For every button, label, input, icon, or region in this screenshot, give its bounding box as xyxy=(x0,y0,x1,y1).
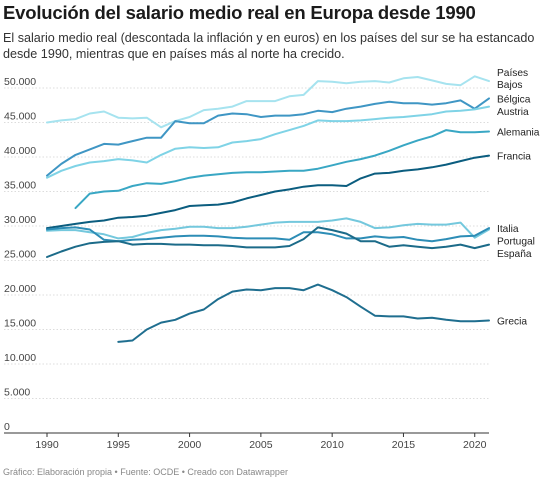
x-tick-label: 2000 xyxy=(178,439,202,451)
y-axis: 0 5.000 10.000 15.000 20.000 25.000 30.000 35.0… xyxy=(4,76,36,433)
x-tick-label: 2010 xyxy=(320,439,344,451)
series-line-alemania xyxy=(74,129,490,210)
series-label: Francia xyxy=(497,152,531,163)
series-line-austria xyxy=(46,105,490,179)
series-label: Grecia xyxy=(497,317,527,328)
series-label: Austria xyxy=(497,107,529,118)
series-line-portugal xyxy=(46,217,490,240)
y-tick-label: 5.000 xyxy=(4,387,30,399)
series-line-grecia xyxy=(117,283,490,343)
x-axis: 1990 1995 2000 2005 2010 2015 2020 xyxy=(35,433,487,451)
series-label: Italia xyxy=(497,224,519,235)
x-tick-label: 1995 xyxy=(107,439,131,451)
y-tick-label: 10.000 xyxy=(4,352,36,364)
series-lines xyxy=(46,75,490,343)
y-tick-label: 45.000 xyxy=(4,111,36,123)
x-tick-label: 2020 xyxy=(463,439,487,451)
series-label: Países xyxy=(497,68,528,79)
series-line-países-bajos xyxy=(46,75,490,129)
chart-title: Evolución del salario medio real en Euro… xyxy=(3,2,476,23)
y-tick-label: 30.000 xyxy=(4,214,36,226)
series-label: España xyxy=(497,249,532,260)
series-line-francia xyxy=(46,154,490,230)
y-tick-label: 15.000 xyxy=(4,318,36,330)
chart-footer: Gráfico: Elaboración propia • Fuente: OC… xyxy=(3,467,288,477)
y-tick-label: 40.000 xyxy=(4,145,36,157)
y-tick-label: 0 xyxy=(4,421,10,433)
series-line-españa xyxy=(46,226,490,258)
y-tick-label: 50.000 xyxy=(4,76,36,88)
chart-subtitle: El salario medio real (descontada la inf… xyxy=(3,31,535,61)
series-line-italia xyxy=(46,226,490,243)
x-tick-label: 2015 xyxy=(392,439,416,451)
series-label: Alemania xyxy=(497,127,540,138)
series-label: Bajos xyxy=(497,80,522,91)
y-tick-label: 20.000 xyxy=(4,283,36,295)
x-tick-label: 2005 xyxy=(249,439,273,451)
series-label: Bélgica xyxy=(497,94,531,105)
gridlines xyxy=(4,87,489,434)
series-label: Portugal xyxy=(497,237,535,248)
y-tick-label: 35.000 xyxy=(4,180,36,192)
x-tick-label: 1990 xyxy=(35,439,59,451)
series-line-bélgica xyxy=(46,97,490,177)
y-tick-label: 25.000 xyxy=(4,249,36,261)
